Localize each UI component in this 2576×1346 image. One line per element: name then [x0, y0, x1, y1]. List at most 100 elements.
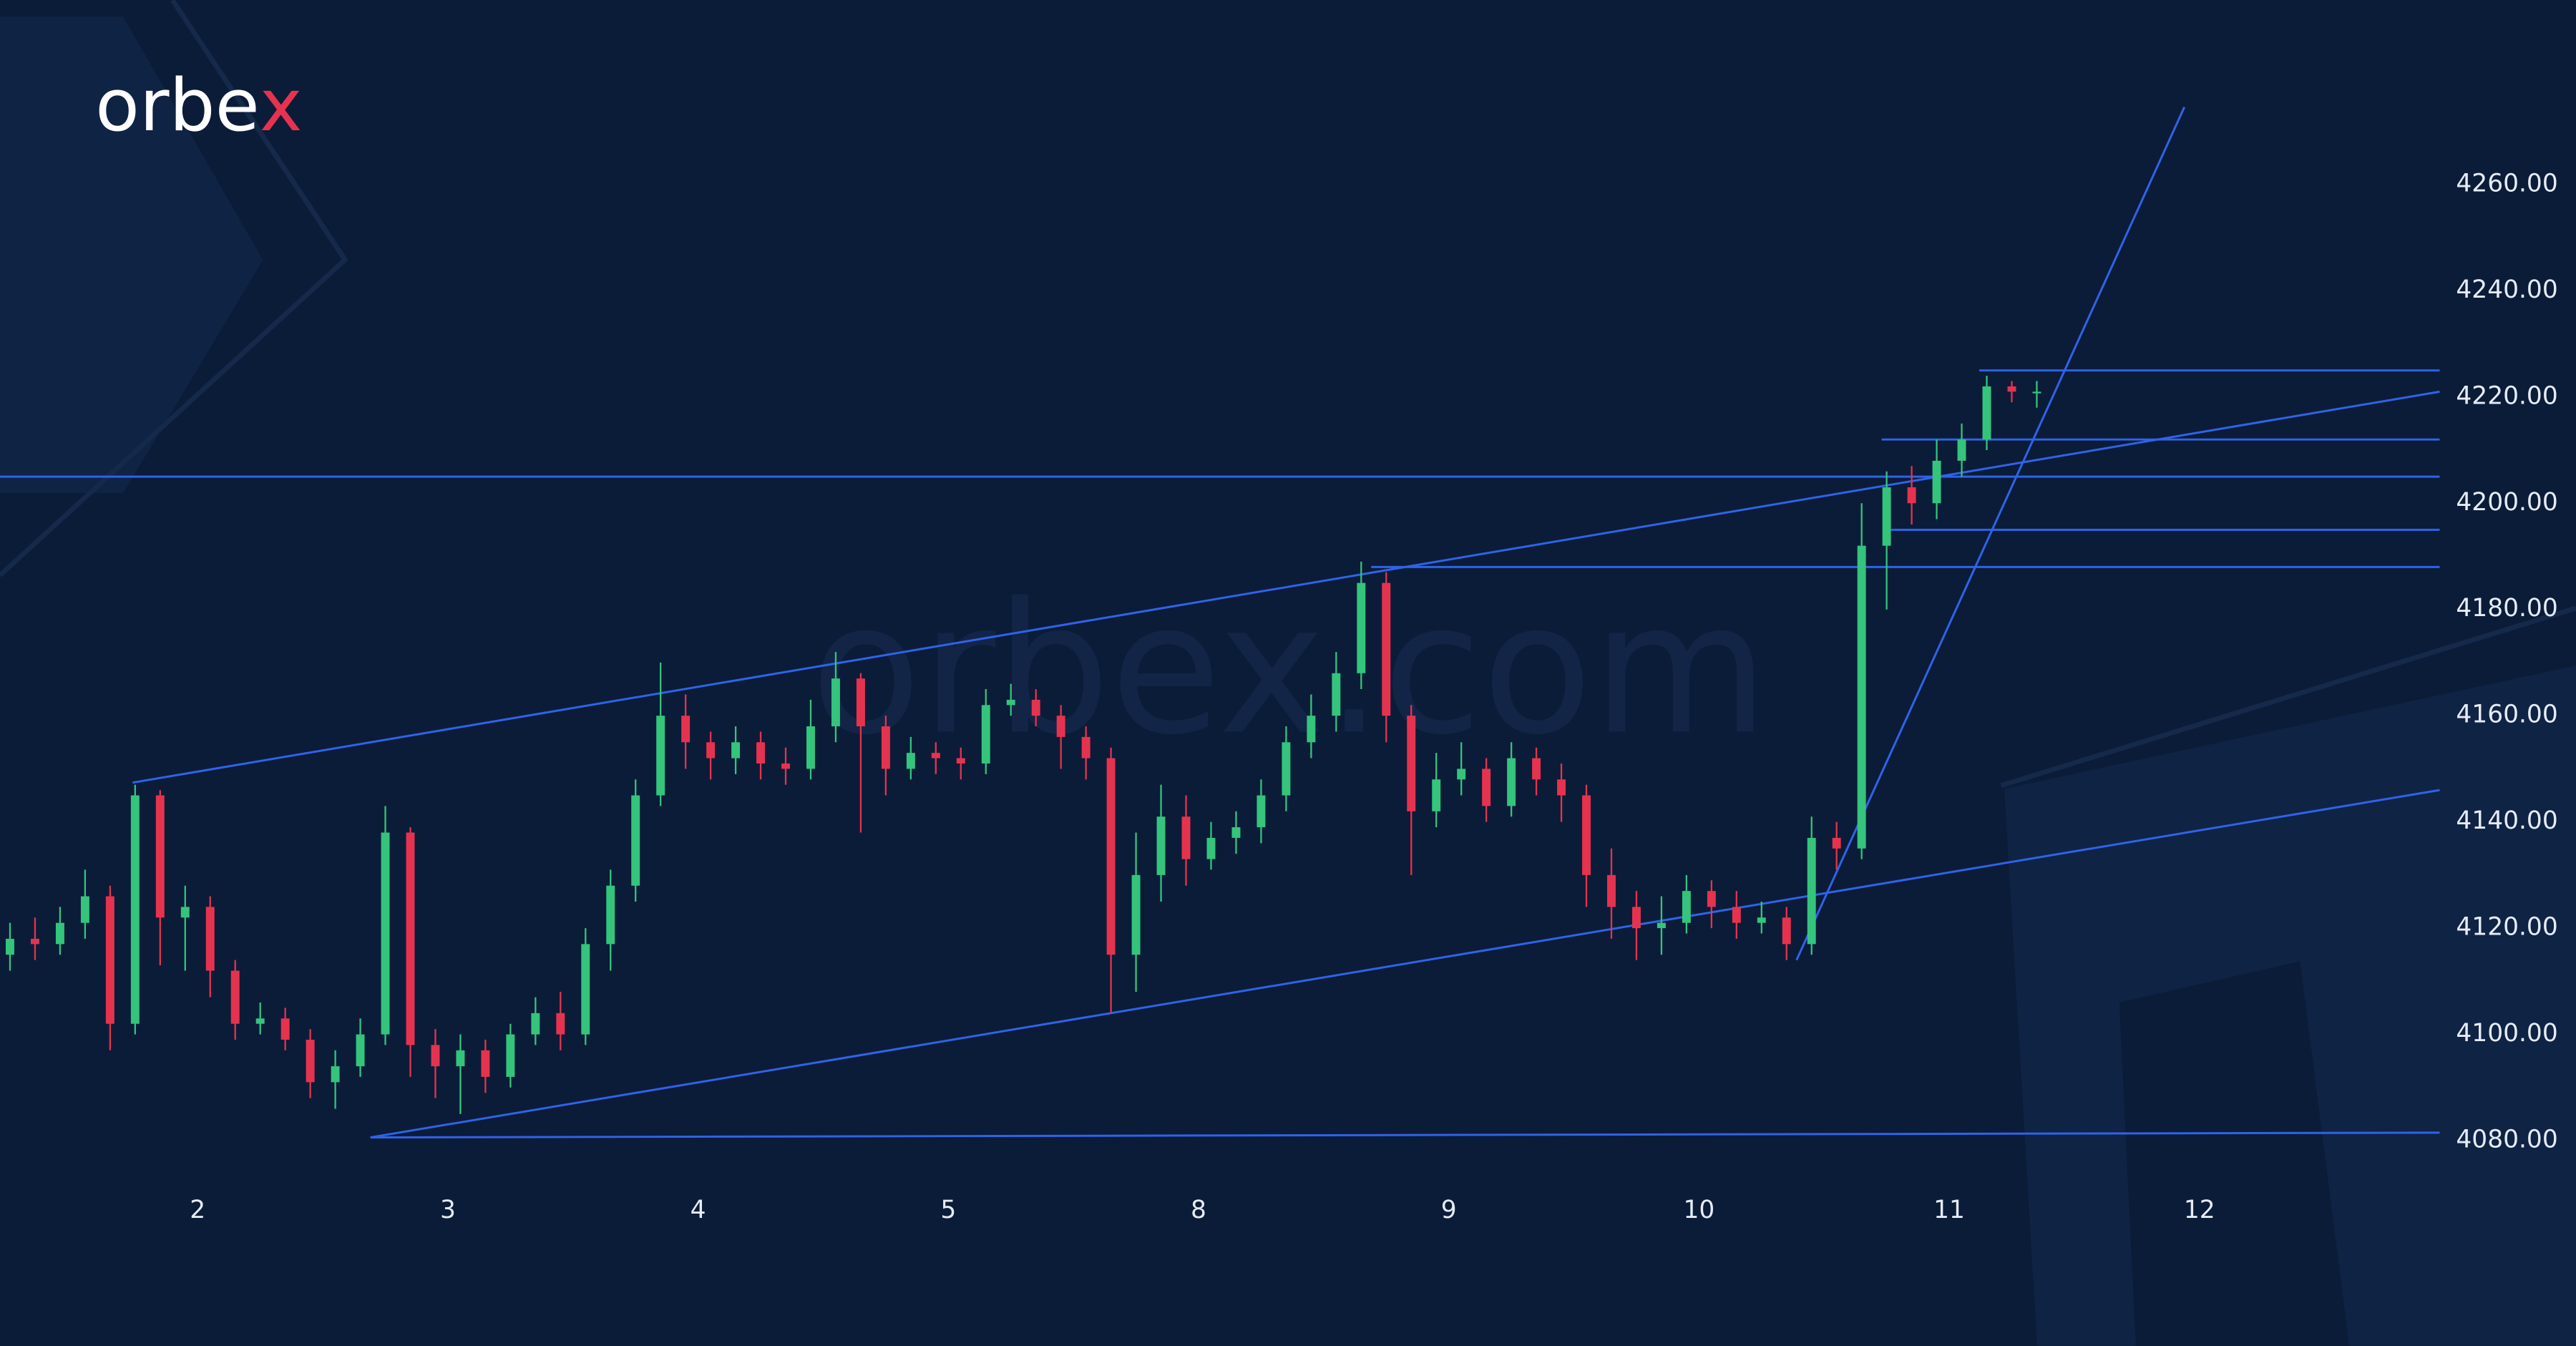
candle-body [1757, 917, 1766, 923]
candle-body [731, 742, 741, 759]
candle-body [1357, 582, 1366, 673]
candle-body [1332, 673, 1341, 716]
y-tick-label: 4080.00 [2456, 1126, 2557, 1154]
candle-body [406, 832, 415, 1045]
candle-body [1657, 922, 1666, 929]
candle-body [2032, 391, 2041, 394]
candle-body [1857, 545, 1866, 849]
candle-body [180, 907, 190, 918]
y-tick-label: 4160.00 [2456, 701, 2557, 729]
candle-body [130, 795, 140, 1024]
candle-body [1807, 837, 1816, 945]
y-tick-label: 4200.00 [2456, 488, 2557, 517]
candle-body [55, 922, 64, 945]
logo-text: orbe [95, 63, 260, 147]
candle-body [1607, 874, 1616, 907]
candle-body [681, 716, 691, 743]
candle-body [1707, 891, 1716, 907]
candle-body [1882, 487, 1891, 546]
x-tick-label: 8 [1191, 1196, 1206, 1224]
logo: orbex [95, 63, 302, 147]
candle-body [1106, 758, 1116, 955]
candle-body [80, 896, 89, 923]
candle-body [230, 970, 240, 1024]
y-tick-label: 4240.00 [2456, 275, 2557, 304]
x-tick-label: 3 [440, 1196, 456, 1224]
y-tick-label: 4140.00 [2456, 806, 2557, 835]
y-tick-label: 4100.00 [2456, 1019, 2557, 1048]
candle-body [1231, 827, 1241, 838]
candle-body [1682, 891, 1691, 923]
candle-body [706, 742, 716, 759]
candle-body [381, 832, 390, 1035]
candle-body [1382, 582, 1391, 716]
candle-body [255, 1018, 265, 1024]
candle-body [881, 726, 890, 769]
candle-body [1582, 795, 1591, 875]
candle-body [506, 1034, 515, 1077]
candle-body [1982, 386, 1991, 440]
candle-body [1307, 716, 1316, 743]
candle-body [606, 885, 615, 945]
candle-body [105, 896, 114, 1024]
candle-body [456, 1050, 465, 1067]
candle-body [280, 1018, 290, 1040]
candle-body [856, 678, 865, 727]
candle-body [431, 1045, 440, 1067]
candle-body [1006, 699, 1015, 706]
candle-body [1432, 779, 1441, 811]
x-tick-label: 10 [1683, 1196, 1714, 1224]
candle-body [1407, 716, 1416, 811]
candle-body [781, 763, 790, 769]
x-tick-label: 4 [691, 1196, 706, 1224]
candle-body [906, 753, 915, 769]
plot: 4080.00 4100.00 4120.00 4140.00 4160.00 4180.… [0, 106, 2558, 1224]
candle-body [1557, 779, 1566, 796]
trend-line [370, 1131, 2440, 1139]
x-tick-label: 11 [1933, 1196, 1965, 1224]
candle-body [556, 1013, 565, 1035]
candle-body [1907, 487, 1916, 504]
candle-body [1957, 439, 1966, 461]
candle-body [981, 705, 990, 764]
y-tick-label: 4260.00 [2456, 169, 2557, 197]
candle-body [205, 907, 215, 971]
x-tick-label: 5 [940, 1196, 956, 1224]
candle-body [1507, 758, 1516, 806]
candle-body [30, 938, 39, 945]
trend-line [132, 390, 2440, 784]
x-tick-label: 12 [2184, 1196, 2215, 1224]
candle-body [1081, 736, 1091, 759]
candle-body [1257, 795, 1266, 828]
candle-body [1631, 907, 1641, 929]
candle-body [481, 1050, 490, 1077]
candle-body [1031, 699, 1040, 716]
candle-body [806, 726, 815, 769]
candle-body [631, 795, 640, 886]
candle-body [6, 938, 14, 955]
candle-body [1156, 816, 1166, 875]
candle-body [1732, 907, 1741, 923]
candle-body [756, 742, 766, 764]
candle-body [956, 758, 965, 764]
watermark: orbex.com [811, 564, 1769, 774]
candle-body [831, 678, 840, 727]
candle-body [306, 1039, 315, 1083]
candle-body [581, 944, 590, 1035]
x-tick-label: 9 [1441, 1196, 1457, 1224]
candle-body [1832, 837, 1841, 849]
candle-body [1282, 742, 1291, 796]
logo-accent: x [260, 63, 303, 147]
candle-body [931, 753, 940, 759]
candle-body [1206, 837, 1216, 859]
candle-body [1532, 758, 1541, 780]
y-tick-label: 4220.00 [2456, 381, 2557, 410]
x-tick-label: 2 [190, 1196, 205, 1224]
candle-body [1932, 460, 1941, 504]
y-tick-label: 4180.00 [2456, 594, 2557, 623]
y-tick-label: 4120.00 [2456, 913, 2557, 942]
candle-body [2007, 386, 2016, 392]
